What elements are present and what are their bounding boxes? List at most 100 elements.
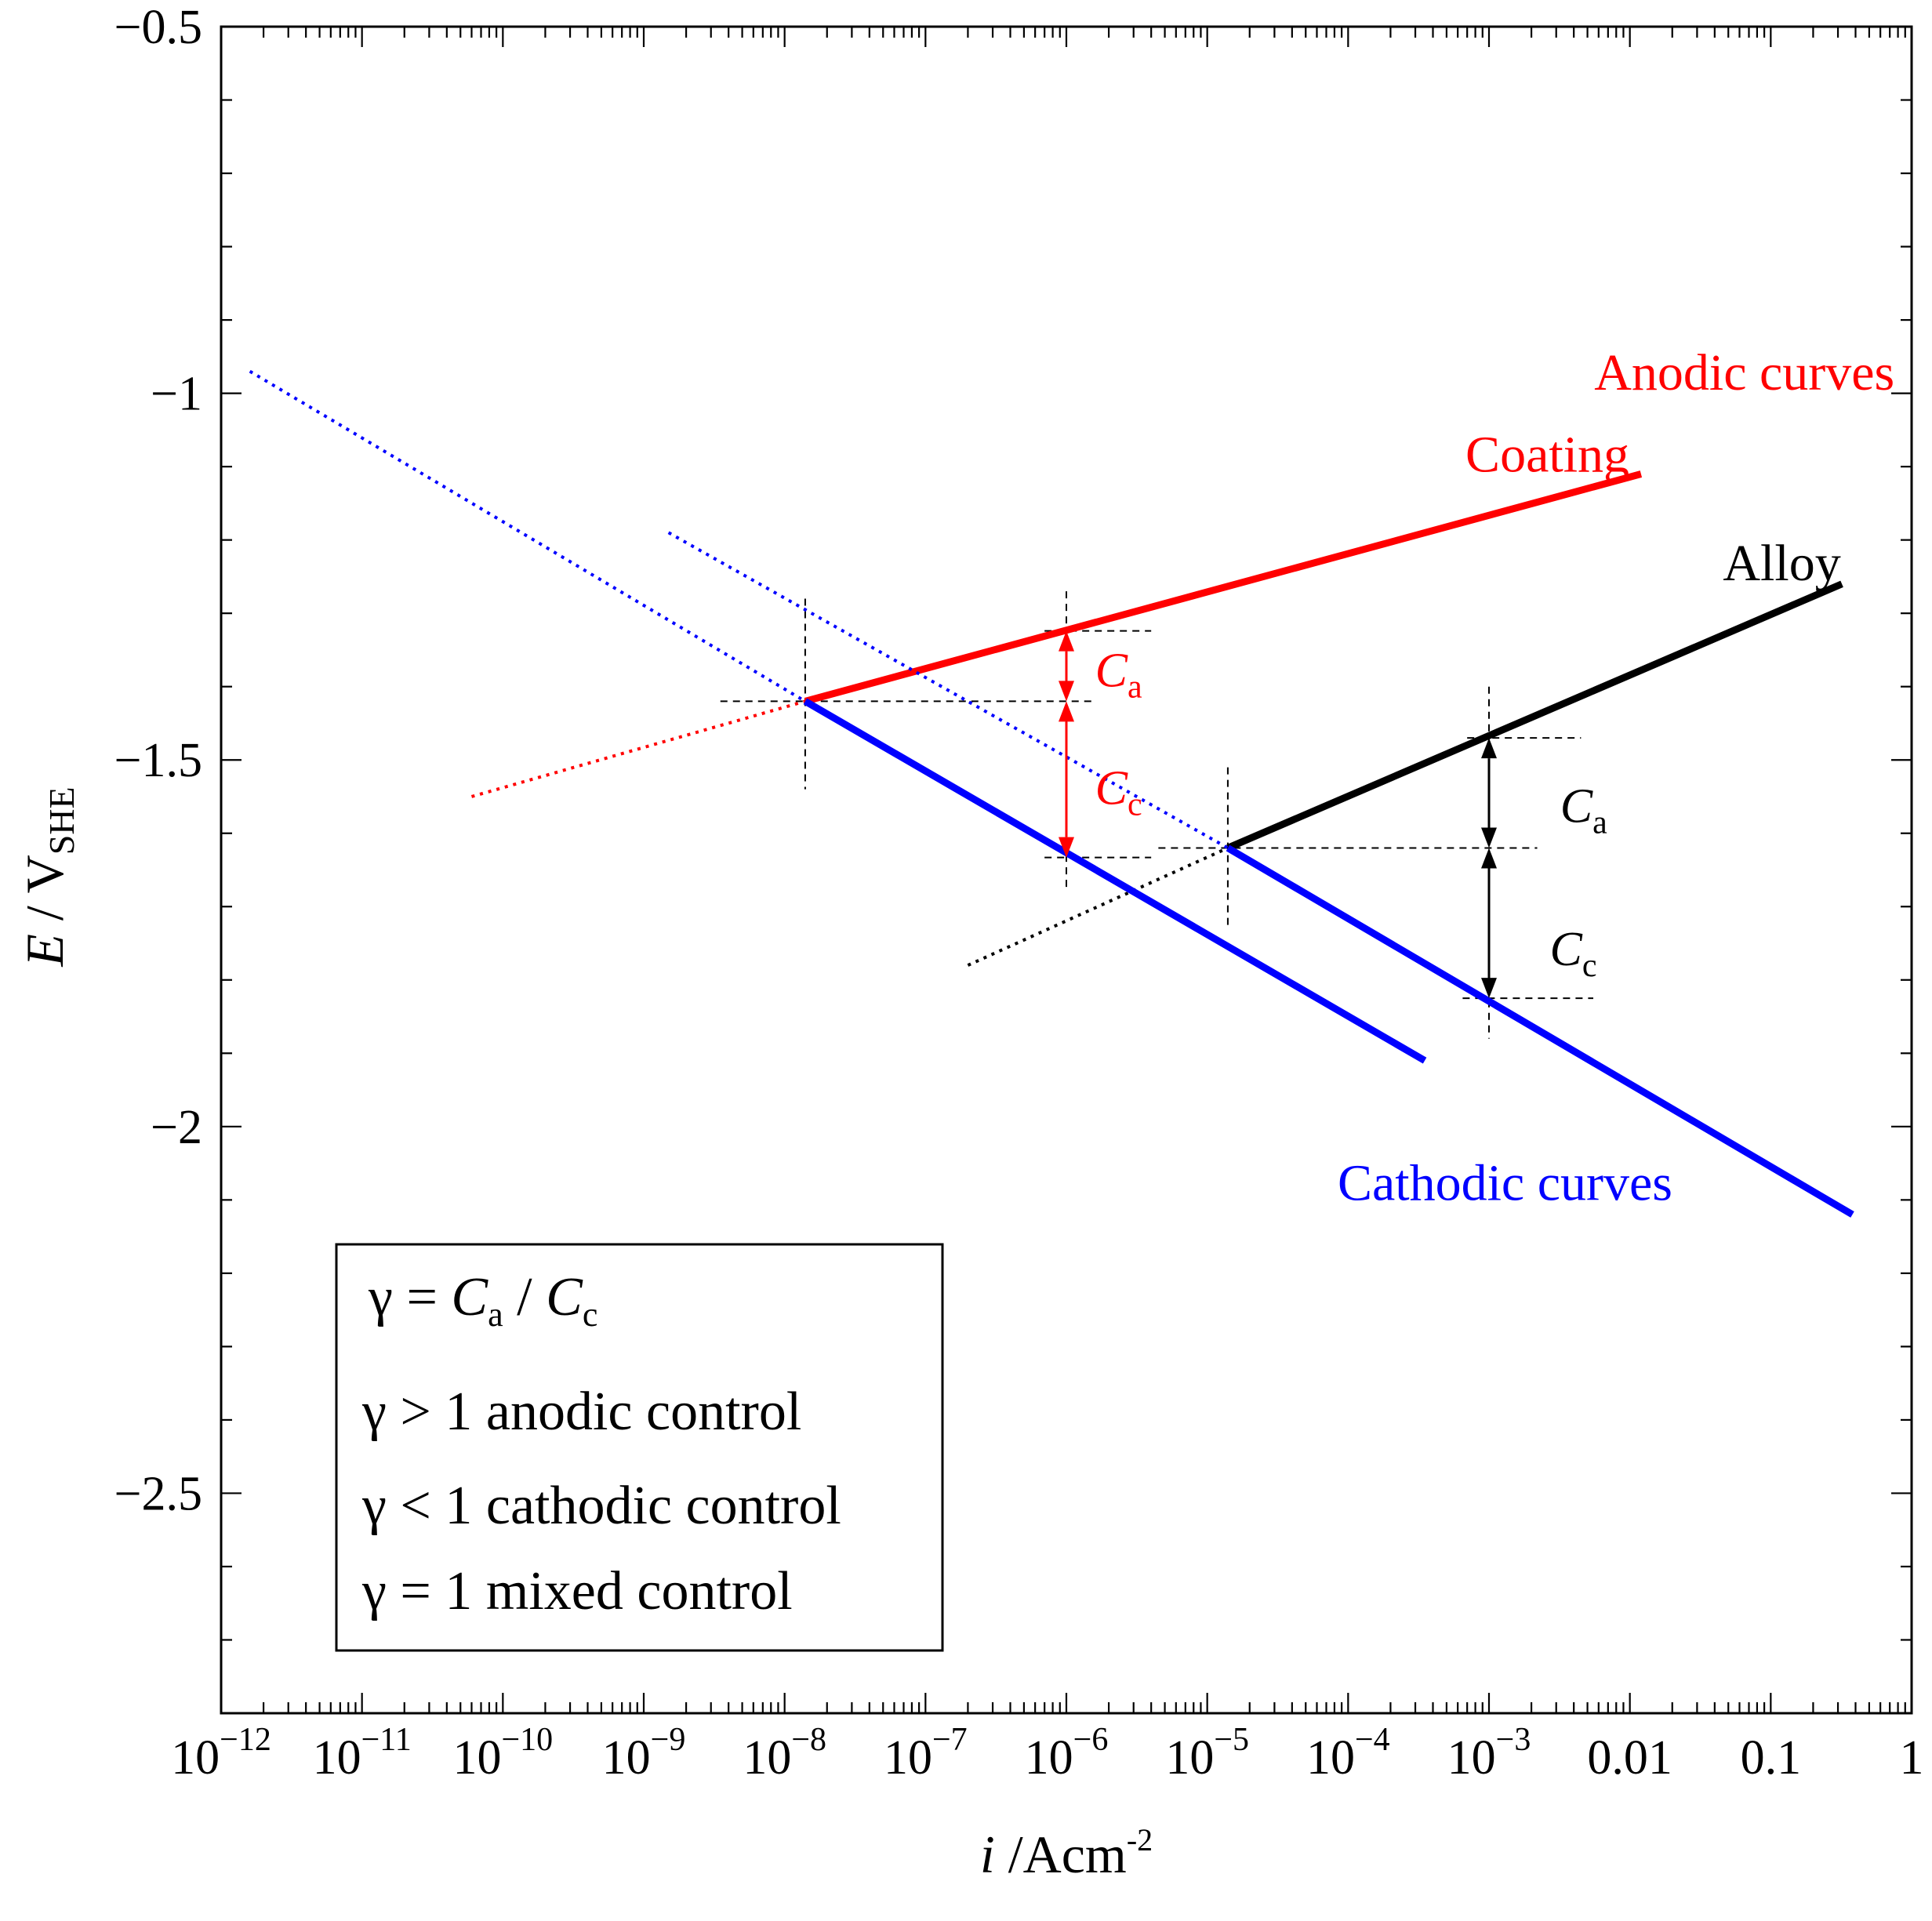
- tick-labels: 10−12 10−11 10−10 10−9 10−8 10−7 10−6 10−5 10−4 1…: [114, 1, 1924, 1785]
- arrow-head-down: [1059, 681, 1074, 702]
- legend-formula-ca-sub: a: [488, 1295, 503, 1334]
- x-tick-label-base: 10: [1306, 1731, 1355, 1785]
- x-tick-label-exponent: −4: [1355, 1722, 1390, 1758]
- x-tick-label-exponent: −12: [220, 1722, 271, 1758]
- x-tick-label: 1: [1900, 1731, 1924, 1785]
- label-ca: Ca: [1095, 645, 1142, 706]
- x-tick-label-base: 10: [1447, 1731, 1496, 1785]
- x-tick-label-exponent: −9: [651, 1722, 686, 1758]
- x-tick-label: 10−11: [313, 1722, 412, 1785]
- double-arrow: [1481, 848, 1497, 999]
- legend-box: γ = Ca / Cc γ > 1 anodic control γ < 1 c…: [335, 1243, 944, 1652]
- x-tick-label: 10−12: [171, 1722, 271, 1785]
- legend-formula: γ = Ca / Cc: [368, 1267, 597, 1334]
- annotation-coating: Coating: [1465, 427, 1629, 484]
- coating-anodic-line: [804, 470, 1643, 705]
- x-tick-label: 10−8: [743, 1722, 826, 1785]
- x-tick-label-base: 1: [1900, 1731, 1924, 1785]
- label-ca: Ca: [1560, 780, 1607, 841]
- x-tick-label-base: 0.1: [1741, 1731, 1802, 1785]
- cathodic-coating-extrapolation-line: [249, 369, 806, 703]
- coating-anodic-extrapolation-line: [470, 699, 806, 798]
- x-tick-label-exponent: −5: [1214, 1722, 1249, 1758]
- y-axis-title: E / VSHE: [15, 786, 82, 967]
- arrow-head-up: [1481, 738, 1497, 759]
- x-tick-label-base: 10: [1025, 1731, 1073, 1785]
- x-tick-label-base: 10: [313, 1731, 361, 1785]
- arrow-head-down: [1481, 827, 1497, 848]
- series-lines: [249, 369, 1854, 1218]
- x-tick-label-exponent: −11: [361, 1722, 412, 1758]
- legend-formula-cc-sub: c: [583, 1295, 598, 1334]
- arrow-head-up: [1059, 630, 1074, 652]
- y-axis-title-subscript: SHE: [42, 786, 82, 855]
- y-tick-label: −1: [151, 368, 202, 421]
- x-tick-label: 10−4: [1306, 1722, 1390, 1785]
- annotations: Anodic curves Coating Alloy Cathodic curves…: [1095, 344, 1895, 1211]
- double-arrow: [1059, 630, 1074, 702]
- x-axis-title: i /Acm-2: [980, 1822, 1153, 1884]
- x-tick-label-exponent: −6: [1073, 1722, 1109, 1758]
- y-tick-label: −0.5: [114, 1, 202, 54]
- label-c-letter: C: [1560, 780, 1593, 833]
- x-tick-label-exponent: −3: [1496, 1722, 1531, 1758]
- double-arrow: [1059, 701, 1074, 858]
- alloy-anodic-line: [1226, 580, 1843, 852]
- arrows: [1059, 630, 1497, 999]
- y-tick-label: −2.5: [114, 1467, 202, 1520]
- annotation-cathodic: Cathodic curves: [1338, 1154, 1672, 1211]
- arrow-head-down: [1481, 978, 1497, 999]
- x-axis-title-exponent: -2: [1127, 1822, 1153, 1857]
- arrow-head-up: [1481, 848, 1497, 869]
- plot-frame: [220, 25, 1913, 1715]
- double-arrow: [1481, 738, 1497, 848]
- x-tick-label-base: 10: [171, 1731, 220, 1785]
- x-tick-label-base: 0.01: [1587, 1731, 1672, 1785]
- guide-lines: [720, 591, 1594, 1039]
- legend-formula-ca: C: [451, 1267, 488, 1327]
- label-cc: Cc: [1550, 923, 1597, 984]
- x-tick-label-base: 10: [1165, 1731, 1214, 1785]
- legend-formula-gamma: γ: [368, 1267, 393, 1327]
- arrow-head-up: [1059, 701, 1074, 722]
- x-tick-label-exponent: −10: [501, 1722, 553, 1758]
- alloy-anodic-extrapolation-line: [967, 846, 1229, 967]
- x-tick-label: 10−10: [452, 1722, 553, 1785]
- arrow-head-down: [1059, 837, 1074, 858]
- tick-marks: [220, 27, 1913, 1713]
- y-axis-title-unit: / V: [15, 855, 74, 934]
- x-tick-label-base: 10: [884, 1731, 932, 1785]
- legend-line-mixed: γ = 1 mixed control: [361, 1561, 793, 1621]
- label-c-letter: C: [1095, 761, 1128, 815]
- y-tick-label: −1.5: [114, 734, 202, 787]
- legend-line-cathodic: γ < 1 cathodic control: [361, 1476, 841, 1536]
- label-c-subscript: a: [1592, 805, 1607, 841]
- x-tick-label: 0.01: [1587, 1731, 1672, 1785]
- cathodic-coating-line: [803, 698, 1427, 1064]
- legend-line-anodic: γ > 1 anodic control: [361, 1382, 801, 1442]
- x-axis-title-unit: /Acm: [995, 1825, 1127, 1884]
- label-c-letter: C: [1550, 923, 1583, 976]
- annotation-alloy: Alloy: [1723, 535, 1840, 592]
- label-c-subscript: c: [1582, 948, 1597, 984]
- y-axis-title-italic: E: [15, 934, 74, 968]
- x-tick-label: 10−7: [884, 1722, 968, 1785]
- legend-formula-equals: =: [393, 1267, 451, 1327]
- label-c-subscript: c: [1128, 786, 1142, 823]
- label-c-subscript: a: [1128, 670, 1142, 706]
- x-tick-label: 10−6: [1025, 1722, 1109, 1785]
- x-tick-label-exponent: −7: [932, 1722, 968, 1758]
- x-tick-label-base: 10: [452, 1731, 501, 1785]
- x-tick-label-base: 10: [743, 1731, 791, 1785]
- x-tick-label-exponent: −8: [791, 1722, 826, 1758]
- legend-box-frame: [335, 1243, 944, 1652]
- y-tick-label: −2: [151, 1101, 202, 1154]
- legend-formula-cc: C: [546, 1267, 583, 1327]
- x-axis-title-italic: i: [980, 1825, 995, 1884]
- x-tick-label: 10−5: [1165, 1722, 1249, 1785]
- label-cc: Cc: [1095, 761, 1142, 823]
- label-c-letter: C: [1095, 645, 1128, 698]
- x-tick-label: 10−9: [602, 1722, 686, 1785]
- x-tick-label: 0.1: [1741, 1731, 1802, 1785]
